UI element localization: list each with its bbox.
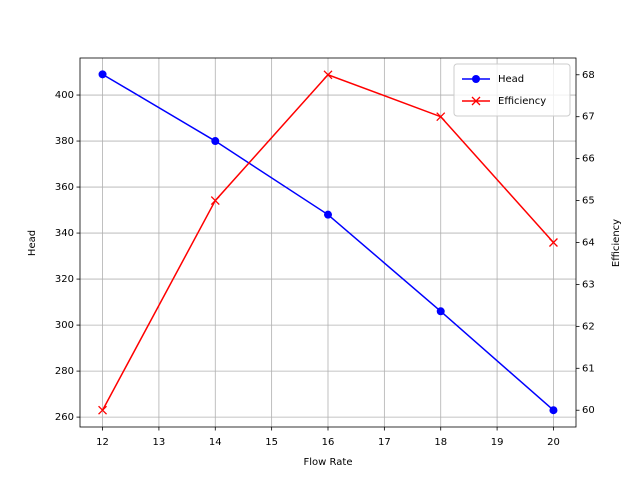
y2-tick-label: 62 xyxy=(582,321,595,332)
plot-frame xyxy=(79,57,577,428)
y2-tick-label: 61 xyxy=(582,363,595,374)
x-tick-label: 15 xyxy=(265,437,278,448)
legend-marker xyxy=(471,96,481,106)
marker xyxy=(98,70,107,79)
legend-label: Efficiency xyxy=(498,96,546,107)
y-tick-label: 400 xyxy=(55,90,74,101)
marker xyxy=(323,70,333,80)
y2-tick-label: 60 xyxy=(582,405,595,416)
y-axis-label: Head xyxy=(27,230,38,256)
y2-tick-label: 67 xyxy=(582,112,595,123)
marker xyxy=(210,196,220,206)
y-tick-label: 380 xyxy=(55,136,74,147)
y-tick-label: 300 xyxy=(55,320,74,331)
y2-tick-label: 65 xyxy=(582,196,595,207)
legend-box xyxy=(453,63,571,117)
y-tick-label: 280 xyxy=(55,366,74,377)
legend-label: Head xyxy=(498,74,524,85)
x-axis-label: Flow Rate xyxy=(304,457,353,468)
legend: Head Efficiency xyxy=(453,63,571,117)
legend-marker xyxy=(472,75,480,83)
x-tick-label: 16 xyxy=(322,437,335,448)
y-tick-label: 360 xyxy=(55,182,74,193)
y-tick-label: 320 xyxy=(55,274,74,285)
marker xyxy=(324,210,332,219)
marker xyxy=(98,405,108,415)
y2-tick-label: 66 xyxy=(582,154,595,165)
marker xyxy=(436,307,445,316)
x-tick-label: 17 xyxy=(378,437,391,448)
marker xyxy=(548,238,558,247)
y2-tick-label: 63 xyxy=(582,279,595,290)
y2-tick-label: 68 xyxy=(582,70,595,81)
x-tick-label: 12 xyxy=(96,437,109,448)
x-tick-label: 20 xyxy=(547,437,560,448)
x-tick-label: 18 xyxy=(434,437,447,448)
x-tick-label: 14 xyxy=(209,437,222,448)
y2-axis-label: Efficiency xyxy=(611,219,622,267)
marker xyxy=(211,137,220,146)
x-tick-label: 13 xyxy=(153,437,166,448)
y2-tick-label: 64 xyxy=(582,238,595,249)
y-tick-label: 260 xyxy=(55,412,74,423)
marker xyxy=(549,406,558,415)
marker xyxy=(436,112,446,122)
y-tick-label: 340 xyxy=(55,228,74,239)
x-tick-label: 19 xyxy=(491,437,504,448)
